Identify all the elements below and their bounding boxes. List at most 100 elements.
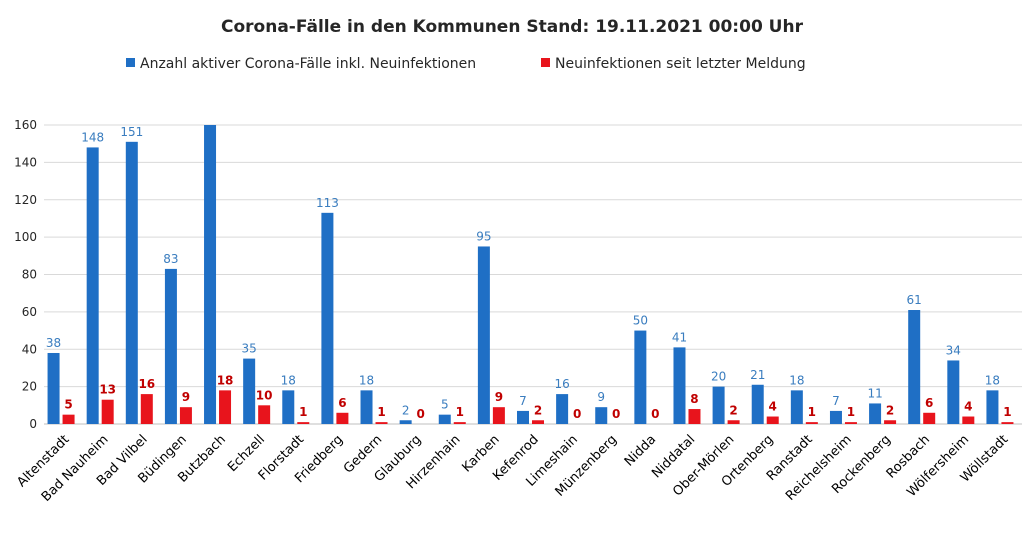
- y-tick-label: 120: [14, 193, 37, 207]
- data-label-new-infections: 1: [299, 405, 307, 419]
- bar-new-infections: [219, 390, 232, 424]
- bar-active-cases: [517, 410, 529, 424]
- bar-new-infections: [1001, 422, 1014, 424]
- data-label-active-cases: 16: [554, 377, 569, 391]
- data-label-active-cases: 18: [789, 373, 804, 387]
- data-label-active-cases: 95: [476, 229, 491, 243]
- bar-active-cases: [47, 352, 60, 424]
- data-label-new-infections: 8: [690, 392, 698, 406]
- bar-active-cases: [673, 347, 686, 424]
- bar-active-cases: [477, 246, 490, 424]
- data-label-active-cases: 148: [81, 130, 104, 144]
- legend-swatch: [126, 58, 135, 67]
- bar-active-cases: [438, 414, 451, 424]
- bar-active-cases: [869, 403, 882, 424]
- bar-new-infections: [688, 409, 701, 424]
- bar-active-cases: [360, 390, 373, 424]
- bar-active-cases: [125, 141, 138, 424]
- data-label-active-cases: 113: [316, 196, 339, 210]
- bar-new-infections: [923, 412, 936, 424]
- bar-active-cases: [790, 390, 803, 424]
- data-label-active-cases: 20: [711, 370, 726, 384]
- legend-item: Anzahl aktiver Corona-Fälle inkl. Neuinf…: [126, 56, 476, 72]
- data-label-active-cases: 5: [441, 398, 449, 412]
- bar-new-infections: [884, 420, 897, 424]
- data-label-new-infections: 1: [1003, 405, 1011, 419]
- bar-active-cases: [321, 212, 334, 424]
- y-tick-label: 20: [22, 380, 37, 394]
- legend-label: Neuinfektionen seit letzter Meldung: [555, 56, 806, 72]
- y-tick-label: 160: [14, 118, 37, 132]
- data-label-new-infections: 4: [964, 400, 972, 414]
- data-label-new-infections: 9: [182, 390, 190, 404]
- bar-new-infections: [453, 422, 466, 424]
- data-label-active-cases: 18: [985, 373, 1000, 387]
- bar-new-infections: [140, 394, 153, 424]
- data-label-active-cases: 7: [832, 394, 840, 408]
- data-label-active-cases: 18: [281, 373, 296, 387]
- bar-new-infections: [844, 422, 857, 424]
- bar-active-cases: [908, 310, 921, 424]
- data-label-new-infections: 0: [612, 407, 620, 421]
- data-label-new-infections: 9: [495, 390, 503, 404]
- bar-active-cases: [947, 360, 960, 424]
- y-tick-label: 0: [29, 417, 37, 431]
- data-label-active-cases: 61: [907, 293, 922, 307]
- bar-active-cases: [399, 420, 412, 424]
- bar-active-cases: [712, 386, 725, 424]
- bar-new-infections: [258, 405, 271, 424]
- data-label-active-cases: 18: [359, 373, 374, 387]
- legend-item: Neuinfektionen seit letzter Meldung: [541, 56, 806, 72]
- data-label-active-cases: 35: [242, 342, 257, 356]
- data-label-active-cases: 9: [597, 390, 605, 404]
- data-label-new-infections: 0: [416, 407, 424, 421]
- bar-new-infections: [179, 407, 192, 424]
- data-label-active-cases: 7: [519, 394, 527, 408]
- bar-new-infections: [805, 422, 818, 424]
- bar-active-cases: [751, 384, 764, 424]
- data-label-active-cases: 2: [402, 403, 410, 417]
- data-label-new-infections: 1: [808, 405, 816, 419]
- bar-new-infections: [766, 416, 779, 424]
- legend-label: Anzahl aktiver Corona-Fälle inkl. Neuinf…: [140, 56, 476, 72]
- data-label-new-infections: 4: [769, 400, 777, 414]
- gridlines: [44, 124, 1022, 425]
- data-label-new-infections: 1: [377, 405, 385, 419]
- data-label-new-infections: 0: [651, 407, 659, 421]
- data-label-new-infections: 0: [573, 407, 581, 421]
- data-label-active-cases: 34: [946, 343, 961, 357]
- bar-new-infections: [375, 422, 388, 424]
- data-label-active-cases: 38: [46, 336, 61, 350]
- bar-new-infections: [336, 412, 349, 424]
- legend-swatch: [541, 58, 550, 67]
- data-label-new-infections: 13: [99, 383, 116, 397]
- data-label-new-infections: 18: [217, 373, 234, 387]
- bar-new-infections: [101, 399, 114, 424]
- bar-new-infections: [492, 407, 505, 424]
- data-label-new-infections: 6: [925, 396, 933, 410]
- bar-active-cases: [595, 407, 608, 424]
- legend: Anzahl aktiver Corona-Fälle inkl. Neuinf…: [126, 56, 806, 72]
- data-label-active-cases: 151: [120, 125, 143, 139]
- bar-active-cases: [282, 390, 295, 424]
- data-label-new-infections: 1: [847, 405, 855, 419]
- bars: [47, 125, 1014, 425]
- data-label-new-infections: 5: [64, 398, 72, 412]
- data-label-new-infections: 10: [256, 388, 273, 402]
- bar-active-cases: [556, 394, 569, 424]
- y-tick-label: 40: [22, 342, 37, 356]
- data-label-active-cases: 83: [163, 252, 178, 266]
- y-tick-label: 140: [14, 155, 37, 169]
- bar-new-infections: [727, 420, 740, 424]
- data-label-active-cases: 21: [750, 368, 765, 382]
- y-axis: 0 20 40 60 80 100 120 140 160: [14, 118, 37, 431]
- data-label-new-infections: 2: [729, 403, 737, 417]
- bar-active-cases: [86, 147, 99, 425]
- data-label-new-infections: 2: [534, 403, 542, 417]
- bar-active-cases: [243, 358, 256, 424]
- data-label-active-cases: 50: [633, 314, 648, 328]
- bar-new-infections: [532, 420, 544, 424]
